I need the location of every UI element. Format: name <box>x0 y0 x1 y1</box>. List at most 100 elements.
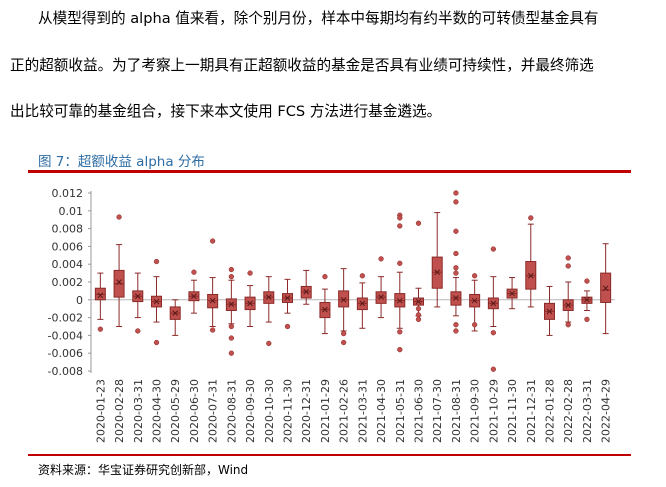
box-mean-marker <box>527 272 534 279</box>
y-tick-label: 0.004 <box>52 258 84 271</box>
outlier-point <box>453 270 459 276</box>
box-mean-marker <box>172 310 179 317</box>
x-tick-label: 2021-03-31 <box>356 379 369 443</box>
x-tick-label: 2020-10-30 <box>263 379 276 443</box>
box-mean-marker <box>546 308 553 315</box>
box-mean-marker <box>584 296 590 303</box>
box-mean-marker <box>265 294 272 300</box>
outlier-point <box>584 278 590 284</box>
y-tick-label: -0.006 <box>48 347 83 360</box>
outlier-point <box>415 220 422 226</box>
y-tick-label: 0.008 <box>52 223 84 236</box>
box-mean-marker <box>509 290 515 297</box>
outlier-point <box>490 366 497 372</box>
figure-source: 资料来源：华宝证券研究创新部，Wind <box>38 463 249 477</box>
outlier-point <box>528 215 534 221</box>
x-tick-label: 2021-04-30 <box>375 379 388 443</box>
outlier-point <box>397 329 403 335</box>
x-tick-label: 2020-11-30 <box>282 379 295 443</box>
x-tick-label: 2021-01-29 <box>319 379 332 443</box>
box-mean-marker <box>359 300 366 307</box>
outlier-point <box>415 316 422 323</box>
box-mean-marker <box>209 297 216 304</box>
x-tick-label: 2020-01-23 <box>94 379 107 443</box>
box-mean-marker <box>191 293 197 300</box>
outlier-point <box>228 274 235 280</box>
outlier-point <box>415 312 422 318</box>
x-tick-label: 2021-08-31 <box>450 379 463 443</box>
outlier-point <box>584 316 590 323</box>
outlier-point <box>340 339 347 346</box>
paragraph-line-2: 正的超额收益。为了考察上一期具有正超额收益的基金是否具有业绩可持续性，并最终筛选 <box>10 57 594 74</box>
x-tick-label: 2022-04-29 <box>600 379 613 443</box>
outlier-point <box>471 322 478 328</box>
outlier-point <box>453 199 459 205</box>
outlier-point <box>565 255 571 261</box>
box-mean-marker <box>434 269 441 276</box>
y-tick-label: 0.012 <box>52 187 84 200</box>
x-tick-label: 2021-07-30 <box>431 379 444 443</box>
box-mean-marker <box>415 298 422 305</box>
box-mean-marker <box>396 297 403 304</box>
outlier-point <box>228 323 235 330</box>
outlier-point <box>415 306 422 312</box>
x-tick-label: 2022-02-28 <box>562 379 575 443</box>
figure-title: 图 7：超额收益 alpha 分布 <box>38 154 205 170</box>
outlier-point <box>453 250 459 257</box>
outlier-point <box>135 328 141 334</box>
outlier-point <box>228 335 235 341</box>
figure-bottom-rule <box>28 454 631 456</box>
x-tick-label: 2021-11-30 <box>506 379 519 443</box>
outlier-point <box>153 339 160 346</box>
outlier-point <box>490 330 497 336</box>
outlier-point <box>397 215 403 221</box>
x-tick-label: 2020-06-30 <box>188 379 201 443</box>
outlier-point <box>228 350 235 356</box>
box-mean-marker <box>116 279 122 285</box>
outlier-point <box>228 266 235 273</box>
box-mean-marker <box>602 285 609 292</box>
outlier-point <box>397 260 403 266</box>
outlier-point <box>378 256 384 262</box>
outlier-point <box>453 322 459 328</box>
box-mean-marker <box>490 300 497 307</box>
x-tick-label: 2021-09-30 <box>469 379 482 443</box>
x-tick-label: 2020-07-31 <box>207 379 220 443</box>
outlier-point <box>565 263 571 269</box>
x-tick-label: 2020-04-30 <box>151 379 164 443</box>
outlier-point <box>490 246 497 252</box>
outlier-point <box>266 340 272 347</box>
box-mean-marker <box>284 295 291 301</box>
x-tick-label: 2020-02-28 <box>113 379 126 443</box>
paragraph-line-1: 从模型得到的 alpha 值来看，除个别月份，样本中每期均有约半数的可转债型基金… <box>38 10 599 27</box>
box-mean-marker <box>247 300 253 307</box>
box-mean-marker <box>322 306 328 313</box>
box-mean-marker <box>471 297 478 304</box>
x-tick-label: 2020-03-31 <box>132 379 145 443</box>
outlier-point <box>359 273 366 279</box>
y-tick-label: -0.008 <box>48 365 83 378</box>
paragraph-line-3: 出比较可靠的基金组合，接下来本文使用 FCS 方法进行基金遴选。 <box>10 103 442 120</box>
y-tick-label: 0.002 <box>52 276 84 289</box>
x-tick-label: 2021-05-31 <box>394 379 407 443</box>
outlier-point <box>191 269 197 275</box>
outlier-point <box>209 238 216 244</box>
outlier-point <box>284 323 291 330</box>
box-mean-marker <box>97 292 104 299</box>
outlier-point <box>565 322 571 328</box>
y-tick-label: 0.006 <box>52 240 84 253</box>
x-tick-label: 2022-01-28 <box>544 379 557 443</box>
box-mean-marker <box>134 293 141 300</box>
outlier-point <box>471 273 478 279</box>
outlier-point <box>340 330 347 337</box>
outlier-point <box>116 214 122 220</box>
box-mean-marker <box>453 295 459 301</box>
y-tick-label: -0.004 <box>48 329 83 342</box>
outlier-point <box>209 327 216 333</box>
outlier-point <box>322 274 328 280</box>
outlier-point <box>397 346 403 353</box>
x-tick-label: 2022-03-31 <box>581 379 594 443</box>
x-tick-label: 2020-08-31 <box>225 379 238 443</box>
outlier-point <box>397 223 403 229</box>
